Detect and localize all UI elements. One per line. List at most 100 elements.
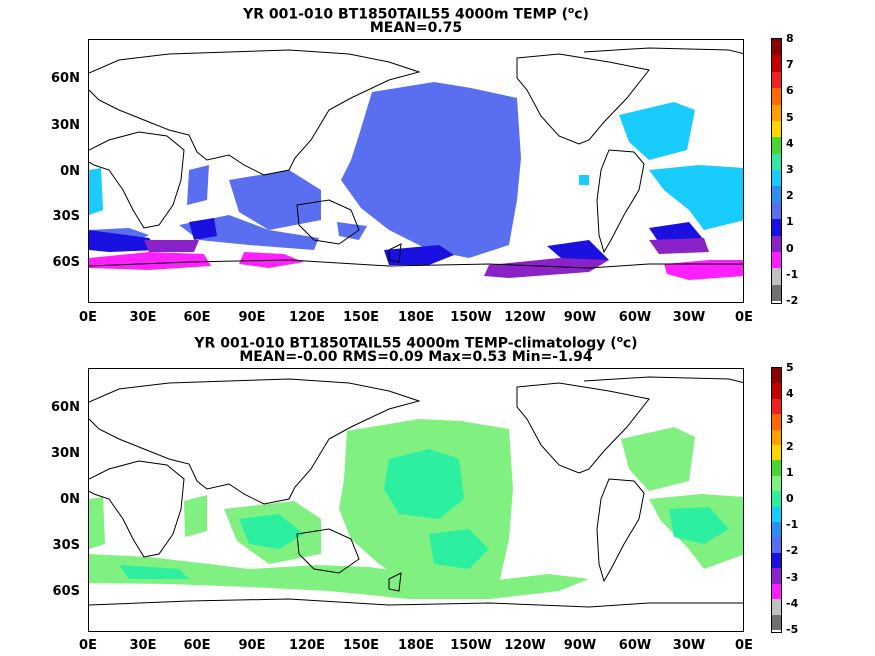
colorbar-tick-label: 3 — [786, 163, 794, 176]
colorbar-segment — [772, 368, 781, 384]
colorbar-tick-label: -3 — [786, 570, 799, 584]
panel2-map — [88, 368, 744, 632]
colorbar-segment — [772, 219, 781, 236]
colorbar-tick-label: 0 — [786, 241, 794, 255]
colorbar-segment — [772, 599, 781, 615]
colorbar-segment — [772, 55, 781, 72]
colorbar-segment — [772, 251, 781, 269]
colorbar-segment — [772, 552, 781, 569]
colorbar-tick-label: 4 — [786, 387, 794, 401]
panel2-lon-30e: 30E — [129, 638, 157, 653]
panel1-field-darkblue — [89, 218, 704, 265]
panel1-lon-150e: 150E — [342, 310, 380, 325]
panel1-lat-60s: 60S — [52, 255, 80, 270]
panel2-lon-150w: 150W — [450, 638, 492, 653]
panel1-colorbar — [771, 38, 782, 304]
colorbar-tick-label: -1 — [786, 267, 799, 281]
colorbar-tick-label: 3 — [786, 413, 794, 427]
panel1-field-blue — [89, 82, 521, 258]
colorbar-tick-label: 0 — [786, 492, 794, 505]
panel2-lon-30w: 30W — [672, 638, 706, 653]
panel1-field-magenta — [89, 252, 743, 280]
colorbar-segment — [772, 284, 781, 301]
colorbar-tick-label: 2 — [786, 439, 794, 453]
colorbar-tick-label: -5 — [786, 623, 799, 636]
colorbar-segment — [772, 120, 781, 138]
panel2-coastlines — [89, 376, 743, 608]
colorbar-tick-label: 6 — [786, 84, 794, 98]
panel1-coastlines — [89, 47, 743, 269]
colorbar-segment — [772, 491, 781, 507]
panel1-lon-180e: 180E — [397, 310, 435, 325]
panel2-lon-180e: 180E — [397, 638, 435, 653]
colorbar-segment — [772, 460, 781, 476]
colorbar-segment — [772, 137, 781, 154]
panel2-lon-90e: 90E — [238, 638, 266, 653]
panel1-subtitle: MEAN=0.75 — [369, 20, 463, 36]
colorbar-tick-label: 7 — [786, 58, 794, 72]
colorbar-segment — [772, 104, 781, 121]
colorbar-segment — [772, 268, 781, 285]
colorbar-tick-label: 2 — [786, 189, 794, 203]
panel1-lon-0e-end: 0E — [735, 310, 753, 325]
panel1-lon-30w: 30W — [672, 310, 706, 325]
colorbar-segment — [772, 522, 781, 538]
colorbar-segment — [772, 475, 781, 492]
colorbar-segment — [772, 583, 781, 600]
colorbar-segment — [772, 614, 781, 630]
panel2-title-text: YR 001-010 BT1850TAIL55 4000m TEMP-clima… — [194, 335, 617, 352]
panel2-title-sup: o — [616, 335, 623, 345]
panel1-lon-150w: 150W — [450, 310, 492, 325]
panel1-map-canvas — [89, 47, 743, 280]
colorbar-segment — [772, 186, 781, 203]
colorbar-tick-label: 1 — [786, 215, 794, 229]
panel1-title-sup: o — [568, 6, 575, 16]
panel1-title: YR 001-010 BT1850TAIL55 4000m TEMP (oc) — [88, 3, 744, 23]
colorbar-segment — [772, 202, 781, 220]
colorbar-tick-label: 5 — [786, 110, 794, 124]
colorbar-segment — [772, 71, 781, 89]
panel2-lon-0e: 0E — [79, 638, 97, 653]
colorbar-segment — [772, 568, 781, 584]
panel1-lon-60w: 60W — [618, 310, 652, 325]
panel1-lon-60e: 60E — [183, 310, 211, 325]
panel1-lon-30e: 30E — [129, 310, 157, 325]
panel2-lat-30s: 30S — [52, 538, 80, 553]
panel2-lon-150e: 150E — [342, 638, 380, 653]
colorbar-segment — [772, 88, 781, 105]
panel1-lat-30n: 30N — [51, 118, 80, 133]
colorbar-segment — [772, 383, 781, 399]
panel2-lon-120e: 120E — [288, 638, 326, 653]
colorbar-tick-label: 4 — [786, 136, 794, 150]
panel2-lat-0n: 0N — [60, 492, 80, 507]
panel1-field-purple — [144, 238, 709, 278]
panel1-lon-120e: 120E — [288, 310, 326, 325]
panel2-lat-60s: 60S — [52, 584, 80, 599]
colorbar-segment — [772, 537, 781, 553]
panel2-subtitle: MEAN=-0.00 RMS=0.09 Max=0.53 Min=-1.94 — [239, 349, 593, 365]
colorbar-tick-label: 5 — [786, 361, 794, 374]
panel1-field-lightblue — [89, 102, 743, 230]
colorbar-segment — [772, 39, 781, 56]
colorbar-tick-label: -1 — [786, 518, 799, 532]
panel2-lon-0e-end: 0E — [735, 638, 753, 653]
colorbar-segment — [772, 445, 781, 461]
colorbar-tick-label: 1 — [786, 465, 794, 479]
colorbar-tick-label: -2 — [786, 294, 799, 307]
panel1-lon-0e: 0E — [79, 310, 97, 325]
colorbar-segment — [772, 170, 781, 187]
colorbar-segment — [772, 414, 781, 430]
panel1-lon-120w: 120W — [504, 310, 546, 325]
panel1-lat-60n: 60N — [51, 71, 80, 86]
colorbar-tick-label: -2 — [786, 544, 799, 558]
panel1-lon-90e: 90E — [238, 310, 266, 325]
panel2-lat-30n: 30N — [51, 446, 80, 461]
panel1-map — [88, 39, 744, 303]
panel2-map-canvas — [89, 376, 743, 608]
panel1-title-text: YR 001-010 BT1850TAIL55 4000m TEMP ( — [243, 6, 568, 23]
colorbar-segment — [772, 429, 781, 446]
panel1-lat-0n: 0N — [60, 164, 80, 179]
colorbar-segment — [772, 235, 781, 252]
panel2-lon-90w: 90W — [563, 638, 597, 653]
panel1-lat-30s: 30S — [52, 209, 80, 224]
